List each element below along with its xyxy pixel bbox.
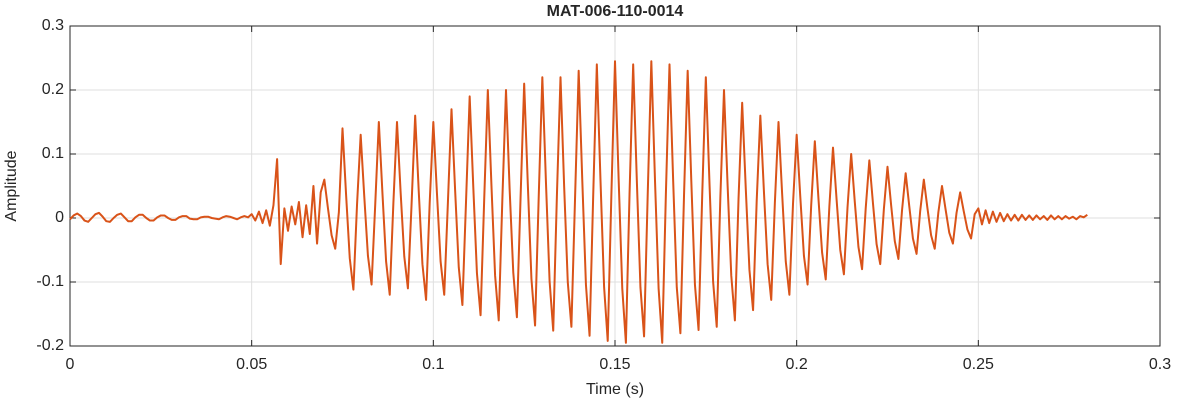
x-tick-label: 0.25: [963, 356, 994, 373]
y-tick-label: -0.2: [36, 337, 64, 354]
y-tick-label: 0.2: [42, 81, 64, 98]
x-tick-label: 0: [66, 356, 75, 373]
y-tick-label: 0.1: [42, 145, 64, 162]
x-tick-label: 0.05: [236, 356, 267, 373]
x-axis-label: Time (s): [586, 381, 644, 398]
x-tick-label: 0.3: [1149, 356, 1171, 373]
x-tick-label: 0.15: [599, 356, 630, 373]
x-tick-label: 0.2: [786, 356, 808, 373]
x-tick-label: 0.1: [422, 356, 444, 373]
y-tick-label: -0.1: [36, 273, 64, 290]
y-axis-label: Amplitude: [3, 150, 20, 221]
waveform-line: [69, 60, 1088, 344]
chart-title: MAT-006-110-0014: [547, 3, 684, 20]
y-tick-label: 0.3: [42, 17, 64, 34]
y-tick-label: 0: [55, 209, 64, 226]
plot-frame: [69, 25, 1161, 347]
